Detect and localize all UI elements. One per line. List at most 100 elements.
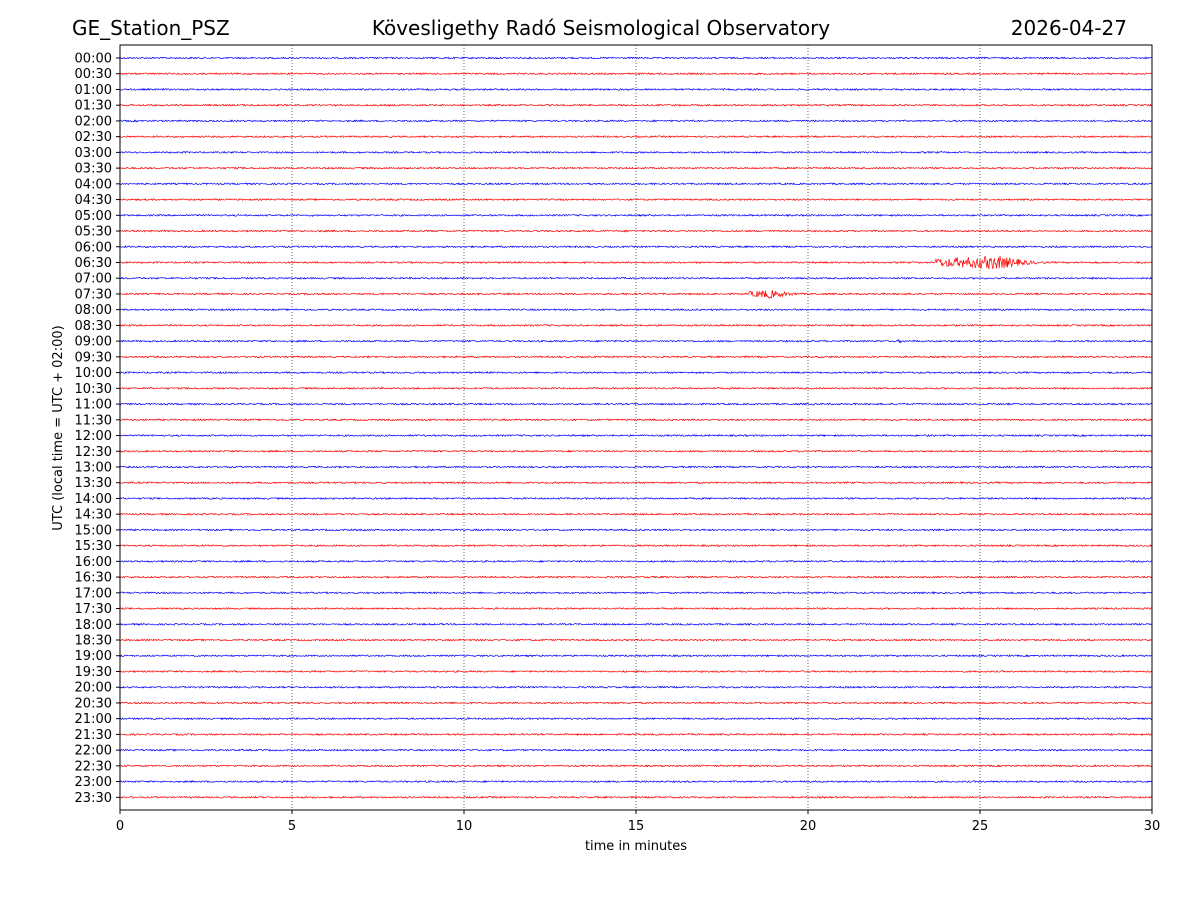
trace-1430: [119, 512, 1153, 516]
y-tick-label: 19:00: [75, 649, 112, 664]
y-tick-label: 14:30: [75, 508, 112, 523]
trace-1630: [119, 575, 1153, 579]
y-tick-label: 10:30: [75, 382, 112, 397]
observatory-title-wrap: Kövesligethy Radó Seismological Observat…: [0, 14, 1200, 42]
trace-2100: [119, 717, 1153, 721]
x-axis-label: time in minutes: [585, 839, 687, 854]
trace-1400: [119, 496, 1153, 501]
y-tick-label: 20:00: [75, 681, 112, 696]
y-tick-label: 18:30: [75, 634, 112, 649]
y-tick-label: 19:30: [75, 665, 112, 680]
y-tick-label: 12:30: [75, 445, 112, 460]
trace-0730: [119, 290, 1153, 299]
y-tick-label: 23:30: [75, 791, 112, 806]
trace-0000: [119, 56, 1153, 60]
x-tick-label-25: 25: [972, 819, 989, 834]
trace-0100: [119, 87, 1153, 92]
trace-1300: [119, 465, 1153, 469]
x-tick-label-20: 20: [800, 819, 817, 834]
observatory-title: Kövesligethy Radó Seismological Observat…: [371, 16, 831, 40]
y-axis-label: UTC (local time = UTC + 02:00): [51, 325, 66, 530]
y-tick-label: 18:00: [75, 618, 112, 633]
y-tick-label: 06:30: [75, 256, 112, 271]
x-tick-label-30: 30: [1144, 819, 1161, 834]
y-tick-label: 22:00: [75, 744, 112, 759]
trace-0430: [119, 197, 1153, 202]
trace-1030: [119, 386, 1153, 390]
trace-1230: [119, 449, 1153, 453]
y-tick-label: 06:00: [75, 240, 112, 255]
trace-0700: [119, 276, 1153, 280]
y-tick-label: 05:00: [75, 209, 112, 224]
y-tick-label: 17:30: [75, 602, 112, 617]
y-tick-label: 11:30: [75, 413, 112, 428]
y-tick-label: 03:30: [75, 162, 112, 177]
record-date: 2026-04-27: [1010, 16, 1127, 40]
trace-2030: [119, 701, 1153, 705]
trace-2200: [119, 748, 1153, 752]
x-axis-ticks: 0 5 10 15 20 25 30: [116, 810, 1160, 834]
trace-0230: [119, 135, 1153, 139]
y-tick-label: 17:00: [75, 586, 112, 601]
trace-0200: [119, 119, 1153, 123]
trace-0030: [119, 72, 1153, 76]
y-tick-label: 14:00: [75, 492, 112, 507]
trace-2300: [119, 779, 1153, 784]
trace-0400: [119, 182, 1153, 186]
x-tick-label-10: 10: [456, 819, 473, 834]
trace-0900: [119, 338, 1153, 344]
y-tick-label: 20:30: [75, 696, 112, 711]
x-tick-label-0: 0: [116, 819, 124, 834]
x-tick-label-15: 15: [628, 819, 645, 834]
trace-1930: [119, 669, 1153, 674]
y-tick-label: 13:00: [75, 460, 112, 475]
y-tick-label: 09:30: [75, 350, 112, 365]
y-tick-label: 00:30: [75, 67, 112, 82]
plot-background: [120, 45, 1152, 810]
seismogram-traces: [119, 56, 1153, 799]
y-tick-label: 15:00: [75, 523, 112, 538]
trace-1000: [119, 370, 1153, 375]
trace-1900: [119, 654, 1153, 658]
y-tick-label: 01:00: [75, 83, 112, 98]
y-tick-label: 01:30: [75, 99, 112, 114]
trace-0630: [119, 255, 1153, 270]
y-tick-label: 11:00: [75, 398, 112, 413]
trace-0500: [119, 213, 1153, 218]
y-tick-label: 08:00: [75, 303, 112, 318]
trace-1330: [119, 481, 1153, 485]
trace-2000: [119, 685, 1153, 689]
y-tick-label: 13:30: [75, 476, 112, 491]
y-tick-label: 21:30: [75, 728, 112, 743]
trace-1600: [119, 559, 1153, 563]
y-tick-label: 08:30: [75, 319, 112, 334]
plot-frame: [119, 44, 1153, 811]
y-tick-label: 22:30: [75, 759, 112, 774]
y-tick-label: 05:30: [75, 225, 112, 240]
y-tick-label: 15:30: [75, 539, 112, 554]
trace-0930: [119, 355, 1153, 359]
y-tick-label: 03:00: [75, 146, 112, 161]
trace-1800: [119, 622, 1153, 626]
y-tick-label: 21:00: [75, 712, 112, 727]
trace-1830: [119, 638, 1153, 642]
y-tick-label: 12:00: [75, 429, 112, 444]
x-tick-label-5: 5: [288, 819, 296, 834]
trace-2330: [119, 795, 1153, 799]
y-tick-label: 09:00: [75, 335, 112, 350]
trace-0130: [119, 103, 1153, 107]
y-tick-label: 02:00: [75, 114, 112, 129]
y-tick-label: 23:00: [75, 775, 112, 790]
y-tick-label: 07:30: [75, 287, 112, 302]
y-axis-ticks: 00:0000:3001:0001:3002:0002:3003:0003:30…: [75, 52, 120, 806]
trace-1730: [119, 606, 1153, 611]
y-tick-label: 07:00: [75, 272, 112, 287]
y-tick-label: 02:30: [75, 130, 112, 145]
y-tick-label: 10:00: [75, 366, 112, 381]
trace-1200: [119, 433, 1153, 438]
trace-0600: [119, 245, 1153, 249]
trace-1130: [119, 418, 1153, 422]
y-tick-label: 00:00: [75, 52, 112, 67]
